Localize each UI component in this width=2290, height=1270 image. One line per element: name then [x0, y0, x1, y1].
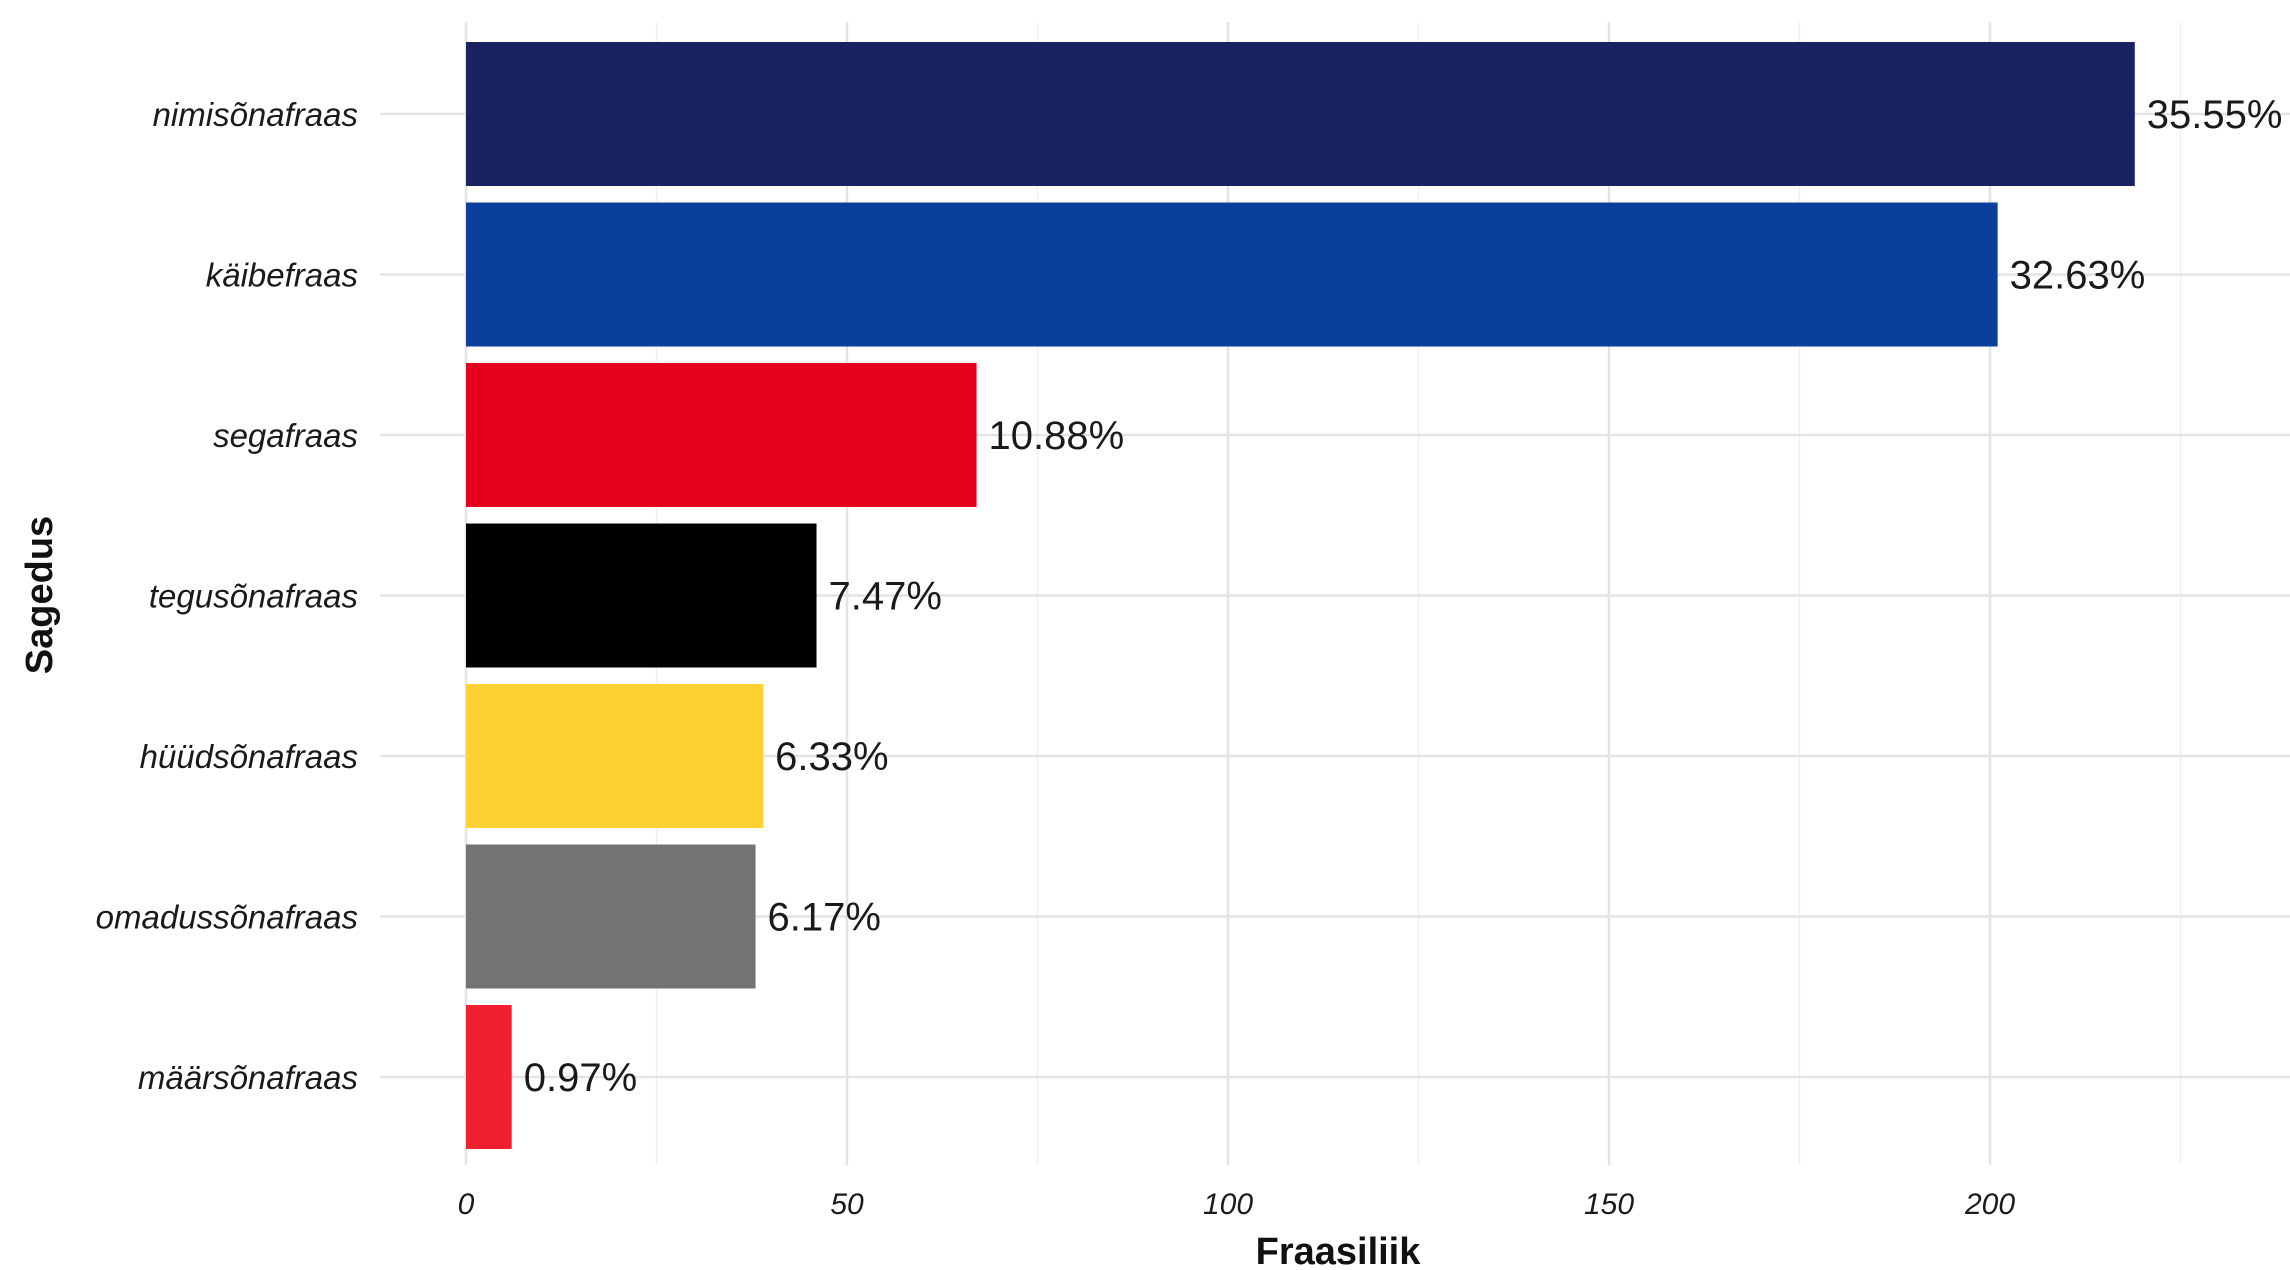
data-label: 35.55%: [2147, 93, 2283, 137]
data-labels: 35.55% 32.63% 10.88% 7.47% 6.33% 6.17% 0.97%: [524, 93, 2283, 1100]
category-label: nimisõnafraas: [153, 96, 358, 133]
category-labels: nimisõnafraas käibefraas segafraas tegusõna…: [96, 96, 358, 1096]
bar: [466, 523, 817, 668]
data-label: 6.17%: [768, 896, 881, 940]
bar: [466, 844, 756, 989]
bar: [466, 202, 1998, 347]
bar: [466, 684, 764, 828]
data-label: 32.63%: [2010, 254, 2146, 298]
bar: [466, 42, 2135, 186]
bar: [466, 363, 977, 507]
x-tick-label: 0: [458, 1188, 475, 1221]
data-label: 7.47%: [829, 575, 942, 619]
x-tick-label: 150: [1584, 1188, 1634, 1221]
category-label: käibefraas: [206, 257, 358, 294]
bar: [466, 1005, 512, 1149]
category-label: tegusõnafraas: [149, 578, 358, 615]
x-tick-label: 100: [1203, 1188, 1253, 1221]
data-label: 0.97%: [524, 1056, 637, 1100]
x-axis-title: Fraasiliik: [1256, 1231, 1422, 1270]
x-tick-label: 50: [830, 1188, 864, 1221]
y-axis-title: Sagedus: [19, 516, 61, 674]
category-label: hüüdsõnafraas: [140, 738, 358, 775]
bars: [466, 42, 2135, 1149]
x-tick-labels: 0 50 100 150 200: [458, 1188, 2016, 1221]
data-label: 10.88%: [989, 414, 1125, 458]
x-tick-label: 200: [1964, 1188, 2015, 1221]
category-label: omadussõnafraas: [96, 899, 358, 936]
category-label: määrsõnafraas: [138, 1059, 358, 1096]
category-label: segafraas: [213, 417, 358, 454]
data-label: 6.33%: [775, 735, 888, 779]
